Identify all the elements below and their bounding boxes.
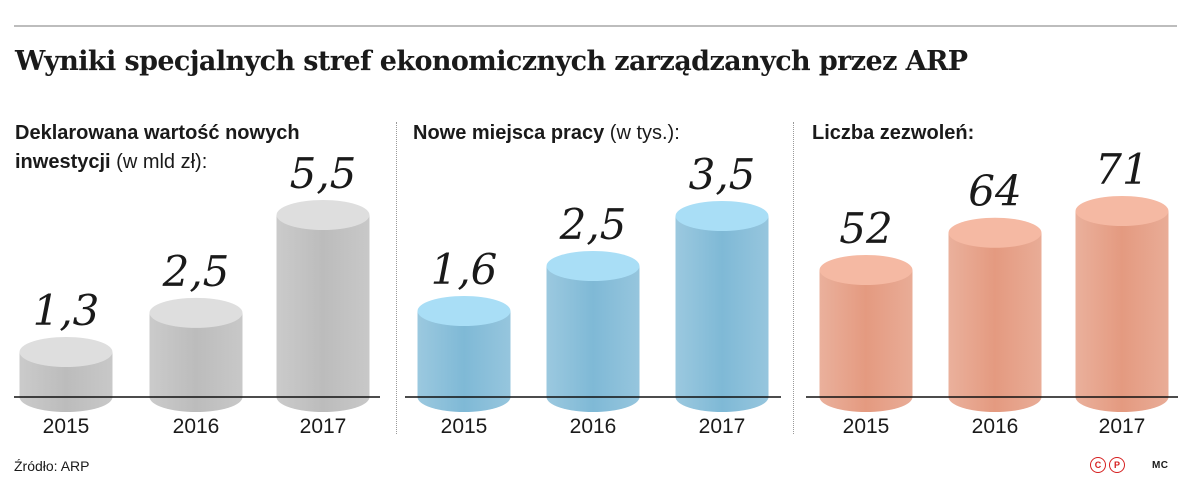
- bar-top: [276, 200, 370, 230]
- bar-body: [546, 266, 640, 412]
- value-label: 3,5: [689, 150, 756, 199]
- bar-2015: 1,6: [417, 245, 511, 412]
- panel-2-label-bold: Nowe miejsca pracy: [413, 122, 605, 144]
- bar-2017: 5,5: [276, 149, 370, 412]
- panel-2-label-unit: (w tys.):: [609, 122, 680, 144]
- value-label: 5,5: [290, 149, 357, 198]
- value-label: 1,6: [431, 245, 498, 294]
- panel-3-label: Liczba zezwoleń:: [812, 119, 1182, 148]
- value-label: 64: [968, 167, 1021, 216]
- bar-top: [417, 296, 511, 326]
- author-initials: MC: [1152, 460, 1169, 471]
- category-label: 2015: [43, 415, 90, 438]
- bar-top: [675, 201, 769, 231]
- bar-body: [948, 232, 1042, 412]
- panel-divider-2: [793, 122, 794, 434]
- bar-top: [19, 337, 113, 367]
- bar-top: [546, 251, 640, 281]
- bar-top: [149, 297, 243, 328]
- bar-body: [675, 216, 769, 412]
- panel-1-chart: 1,3 2015 2,5 2016 5,5 2017: [14, 149, 380, 438]
- panel-divider-1: [396, 122, 397, 434]
- category-label: 2017: [1099, 415, 1146, 438]
- bar-2015: 1,3: [19, 286, 113, 412]
- panel-3-chart: 52 2015 64 2016 71 2017: [806, 145, 1178, 438]
- value-label: 2,5: [162, 247, 230, 296]
- source-note: Źródło: ARP: [14, 458, 90, 474]
- value-label: 1,3: [33, 286, 100, 335]
- bar-2017: 71: [1075, 145, 1169, 412]
- value-label: 2,5: [559, 200, 627, 249]
- bar-body: [417, 311, 511, 412]
- category-label: 2017: [699, 415, 746, 438]
- bar-body: [819, 270, 913, 412]
- value-label: 52: [839, 204, 892, 253]
- panel-2-chart: 1,6 2015 2,5 2016 3,5 2017: [405, 150, 781, 438]
- copyright-p-logo: P: [1109, 457, 1125, 473]
- bar-body: [276, 215, 370, 412]
- category-label: 2016: [972, 415, 1019, 438]
- bar-body: [1075, 211, 1169, 412]
- bar-top: [948, 217, 1042, 248]
- panel-3-label-bold: Liczba zezwoleń:: [812, 122, 975, 144]
- panel-1-label-unit: (w mld zł):: [116, 151, 208, 173]
- bar-2016: 2,5: [546, 200, 640, 412]
- bar-top: [819, 255, 913, 285]
- bar-top: [1075, 196, 1169, 226]
- panel-2-label: Nowe miejsca pracy (w tys.):: [413, 119, 793, 148]
- category-label: 2016: [570, 415, 617, 438]
- panel-1-label: Deklarowana wartość nowych inwestycji (w…: [15, 119, 395, 177]
- category-label: 2015: [843, 415, 890, 438]
- panel-1-label-bold: Deklarowana wartość nowych inwestycji: [15, 122, 300, 173]
- category-label: 2015: [441, 415, 488, 438]
- infographic-title: Wyniki specjalnych stref ekonomicznych z…: [15, 46, 968, 77]
- category-label: 2017: [300, 415, 347, 438]
- bar-2017: 3,5: [675, 150, 769, 412]
- bar-2016: 2,5: [149, 247, 243, 412]
- category-label: 2016: [173, 415, 220, 438]
- copyright-c-logo: C: [1090, 457, 1106, 473]
- top-rule: [14, 25, 1177, 27]
- bar-2016: 64: [948, 167, 1042, 412]
- value-label: 71: [1095, 145, 1148, 194]
- bar-body: [149, 312, 243, 412]
- bar-2015: 52: [819, 204, 913, 412]
